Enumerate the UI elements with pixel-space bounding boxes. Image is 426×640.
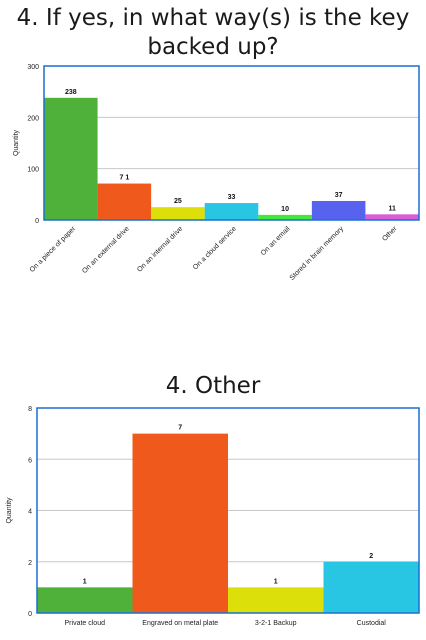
bar-7 bbox=[365, 214, 419, 220]
y-tick-label: 200 bbox=[27, 115, 39, 122]
bar-value-label: 25 bbox=[174, 198, 182, 205]
y-tick-label: 0 bbox=[28, 611, 32, 618]
plot-frame-2 bbox=[36, 407, 420, 614]
x-tick-label: On a cloud service bbox=[192, 225, 238, 271]
chart-2-title: 4. Other bbox=[0, 372, 426, 401]
chart-1-title: 4. If yes, in what way(s) is the key bac… bbox=[0, 4, 426, 62]
x-tick-label: Custodial bbox=[357, 620, 387, 627]
bar-3 bbox=[151, 207, 205, 220]
y-tick-label: 300 bbox=[27, 64, 39, 71]
bar-value-label: 7 bbox=[178, 425, 182, 432]
bar-value-label: 238 bbox=[65, 89, 77, 96]
chart-1-title-text: 4. If yes, in what way(s) is the key bac… bbox=[16, 5, 410, 60]
x-tick-label: Private cloud bbox=[65, 620, 106, 627]
bar-value-label: 11 bbox=[389, 205, 397, 212]
x-tick-label: On a piece of paper bbox=[29, 225, 78, 274]
y-tick-label: 2 bbox=[28, 560, 32, 567]
x-tick-label: On an internal drive bbox=[136, 225, 184, 273]
bar-1 bbox=[44, 97, 98, 220]
x-tick-label: 3-2-1 Backup bbox=[255, 620, 297, 627]
bar-value-label: 33 bbox=[228, 194, 236, 201]
x-tick-label: Stored in brain memory bbox=[289, 225, 346, 282]
bar-value-label: 37 bbox=[335, 192, 343, 199]
plot-frame-1 bbox=[43, 65, 420, 221]
bar-2 bbox=[132, 433, 228, 613]
chart-2-title-text: 4. Other bbox=[165, 373, 261, 399]
chart-2-svg: 0 2 4 6 8 Quantity 1 Private cloud 7 Engraved on … bbox=[6, 406, 420, 627]
bar-5 bbox=[258, 214, 312, 220]
bar-value-label: 7 1 bbox=[119, 175, 129, 182]
x-tick-label: On an external drive bbox=[81, 225, 131, 275]
bar-6 bbox=[311, 201, 366, 220]
bar-4 bbox=[323, 561, 419, 613]
y-tick-label: 100 bbox=[27, 167, 39, 174]
y-tick-label: 8 bbox=[28, 406, 32, 413]
bar-value-label: 10 bbox=[281, 206, 289, 213]
bar-3 bbox=[228, 587, 324, 613]
bar-value-label: 1 bbox=[83, 578, 87, 585]
bar-1 bbox=[37, 587, 133, 613]
y-tick-label: 0 bbox=[35, 218, 39, 225]
y-axis-label: Quantity bbox=[6, 497, 13, 524]
x-tick-label: Other bbox=[381, 225, 399, 243]
y-axis-label: Quantity bbox=[13, 129, 20, 156]
chart-1-svg: 0 100 200 300 Quantity 238 On a piece of paper… bbox=[13, 64, 420, 282]
bar-value-label: 1 bbox=[274, 578, 278, 585]
x-tick-label: On an email bbox=[260, 225, 292, 257]
bar-2 bbox=[97, 183, 152, 220]
bar-value-label: 2 bbox=[369, 553, 373, 560]
bar-4 bbox=[204, 203, 259, 220]
y-tick-label: 6 bbox=[28, 457, 32, 464]
x-tick-label: Engraved on metal plate bbox=[142, 620, 218, 627]
y-tick-label: 4 bbox=[28, 509, 32, 516]
